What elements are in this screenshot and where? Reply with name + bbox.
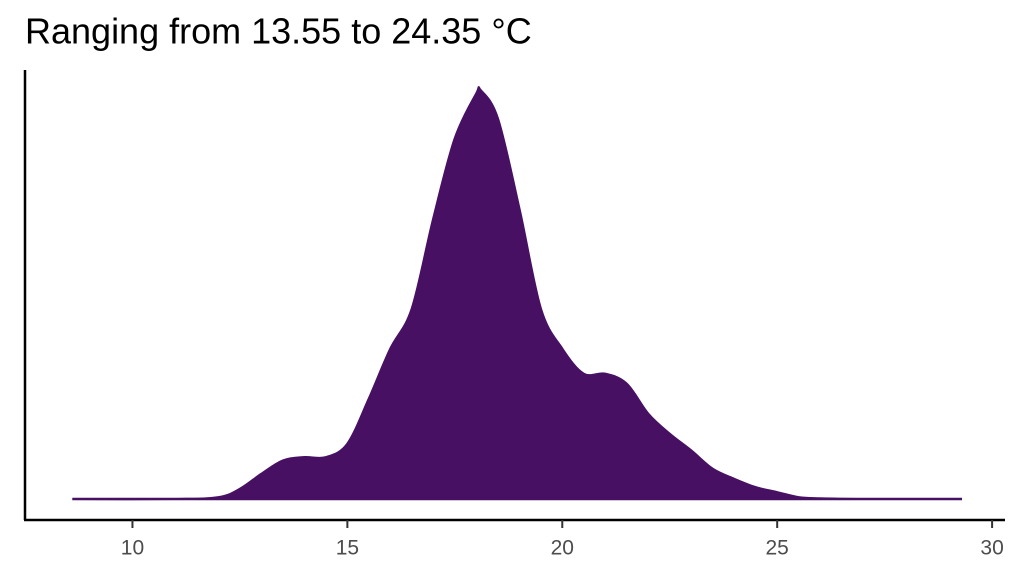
density-area: [72, 86, 963, 501]
x-tick-label: 20: [551, 537, 574, 560]
x-tick-label: 25: [766, 537, 789, 560]
x-tick-label: 10: [121, 537, 144, 560]
chart-title: Ranging from 13.55 to 24.35 °C: [25, 11, 532, 52]
x-tick-label: 15: [336, 537, 359, 560]
x-tick-label: 30: [980, 537, 1003, 560]
